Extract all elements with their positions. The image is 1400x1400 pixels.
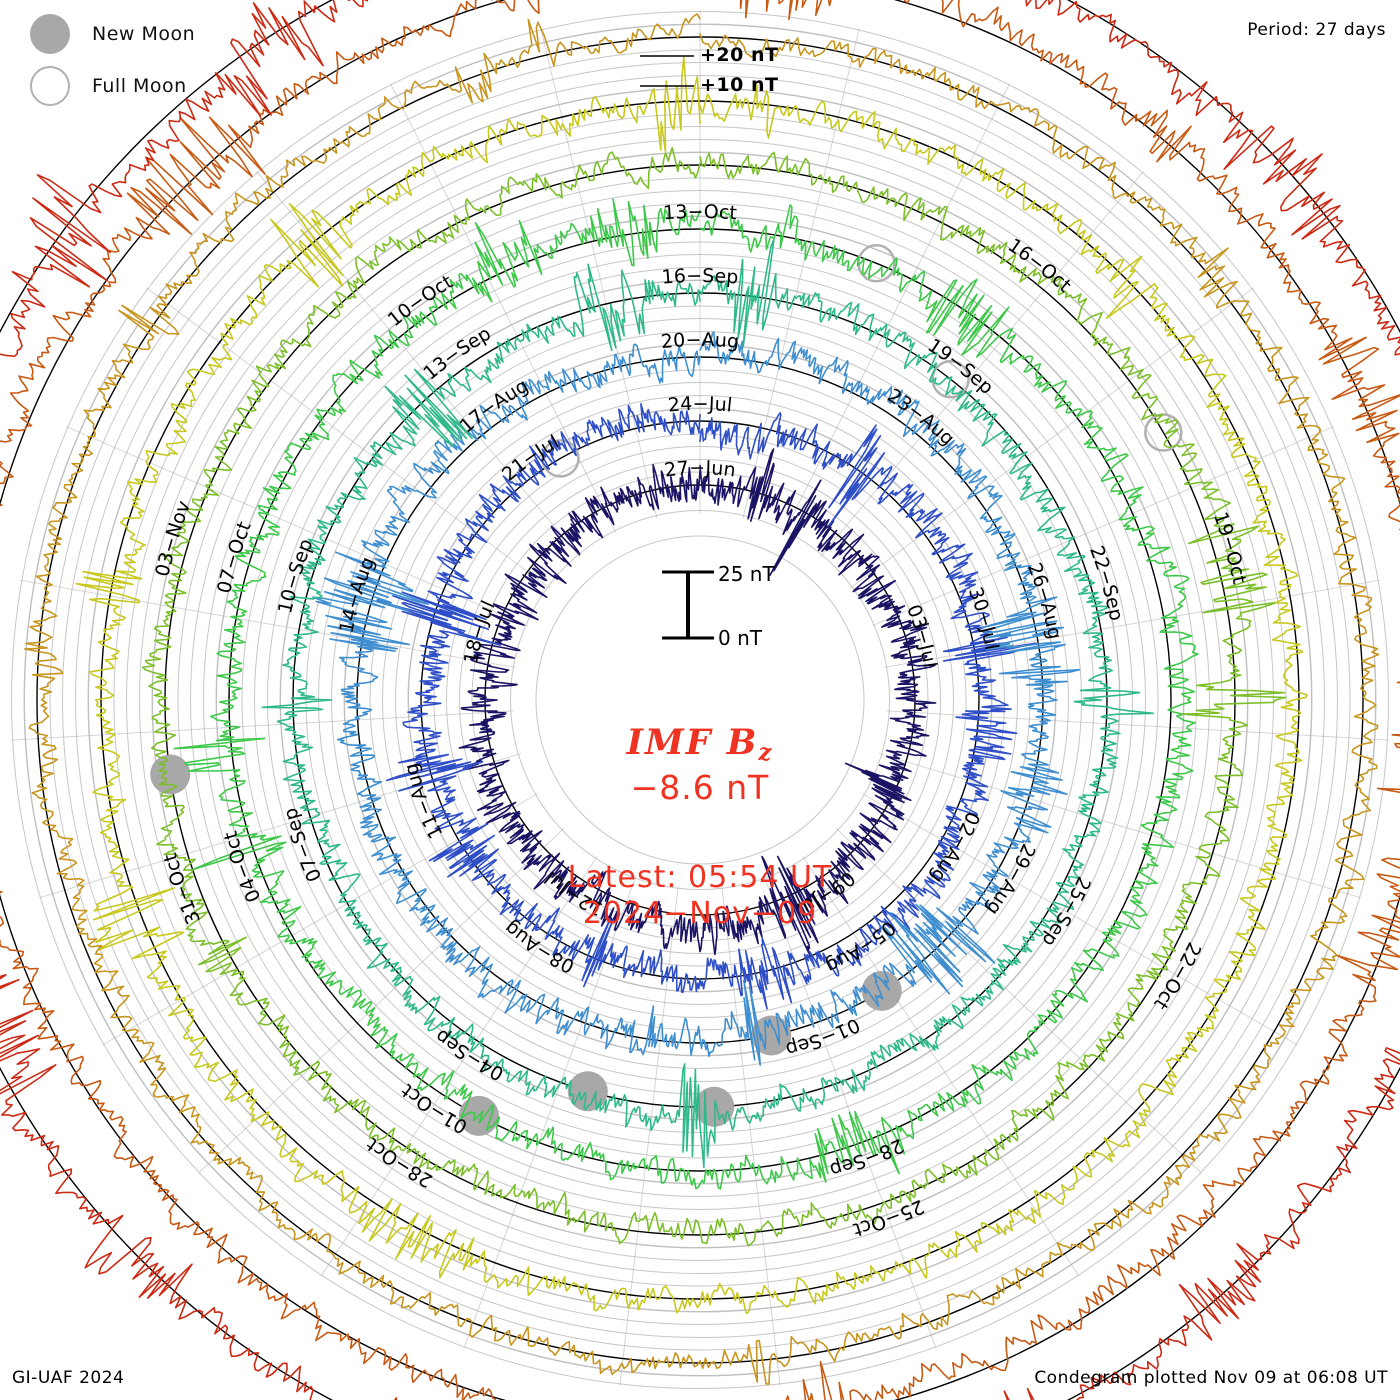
moon-phase-legend: New Moon Full Moon: [22, 8, 322, 112]
scale-bar-group: [640, 55, 714, 640]
new-moon-icon: [30, 14, 70, 54]
data-trace: [458, 448, 937, 956]
full-moon-marker: [541, 439, 580, 478]
data-trace: [376, 402, 1037, 1010]
center-parameter-title: IMF Bz: [0, 722, 1400, 766]
scale-bar-bottom-label: 0 nT: [718, 626, 762, 650]
day-spoke: [721, 885, 781, 1386]
day-spoke: [871, 426, 1334, 627]
radial-axis-label-plus10: +10 nT: [700, 74, 779, 96]
full-moon-icon: [30, 66, 70, 106]
data-trace: [141, 147, 1287, 1247]
center-title-subscript: z: [758, 739, 774, 766]
ring-date-label: 16−Sep: [661, 265, 739, 289]
ring-date-label: 13−Oct: [662, 201, 737, 224]
center-latest-readout: Latest: 05:54 UT 2024−Nov−09: [0, 860, 1400, 932]
legend-item-new-moon: New Moon: [22, 8, 322, 60]
center-latest-time: Latest: 05:54 UT: [567, 860, 833, 895]
center-parameter-value: −8.6 nT: [630, 768, 770, 807]
ring-date-label: 19−Oct: [1209, 509, 1250, 586]
nt-gridline: [510, 510, 890, 890]
legend-label-new-moon: New Moon: [92, 23, 196, 45]
ring-date-label: 03−Nov: [151, 498, 195, 579]
day-spoke: [66, 426, 529, 627]
data-trace: [24, 13, 1380, 1385]
day-spoke: [802, 855, 1080, 1277]
new-moon-marker: [567, 1071, 608, 1112]
day-spoke: [849, 287, 1254, 589]
legend-item-full-moon: Full Moon: [22, 60, 322, 112]
day-spoke: [879, 753, 1362, 899]
data-trace: [312, 331, 1081, 1066]
ring-date-label: 20−Aug: [660, 329, 740, 353]
day-spoke: [256, 171, 581, 558]
ring-date-label: 10−Oct: [384, 271, 457, 331]
data-trace: [173, 198, 1199, 1190]
scale-bar-top-label: 25 nT: [718, 562, 775, 586]
ring-date-label: 27−Jun: [663, 457, 737, 482]
zero-baseline: [36, 36, 1364, 1364]
day-spoke: [619, 885, 679, 1386]
new-moon-marker: [751, 1015, 792, 1056]
center-latest-date: 2024−Nov−09: [582, 896, 818, 931]
day-spoke: [197, 827, 565, 1174]
day-spoke: [742, 28, 860, 519]
ring-date-label: 24−Jul: [667, 393, 733, 417]
day-spoke: [861, 793, 1298, 1046]
data-trace: [261, 238, 1154, 1169]
zero-baseline: [100, 100, 1300, 1300]
ring-date-label: 01−Oct: [397, 1079, 471, 1138]
radial-axis-label-plus20: +20 nT: [700, 44, 779, 66]
ring-date-label: 25−Oct: [851, 1195, 928, 1241]
ring-date-label: 30−Jul: [964, 584, 1003, 652]
day-spoke: [540, 28, 658, 519]
footer-plot-timestamp: Condegram plotted Nov 09 at 06:08 UT: [1034, 1368, 1388, 1388]
full-moon-marker: [931, 360, 970, 399]
data-trace: [75, 56, 1308, 1315]
ring-date-label: 14−Aug: [336, 554, 380, 635]
new-moon-marker: [861, 970, 902, 1011]
legend-label-full-moon: Full Moon: [92, 75, 187, 97]
day-spoke: [11, 710, 514, 741]
footer-credit: GI-UAF 2024: [12, 1368, 125, 1388]
day-spoke: [783, 83, 1011, 534]
nt-gridline: [535, 535, 865, 865]
center-title-main: IMF B: [626, 722, 759, 763]
ring-date-label: 04−Sep: [431, 1025, 507, 1085]
period-note: Period: 27 days: [1247, 20, 1386, 40]
ring-date-label: 10−Sep: [274, 536, 317, 616]
